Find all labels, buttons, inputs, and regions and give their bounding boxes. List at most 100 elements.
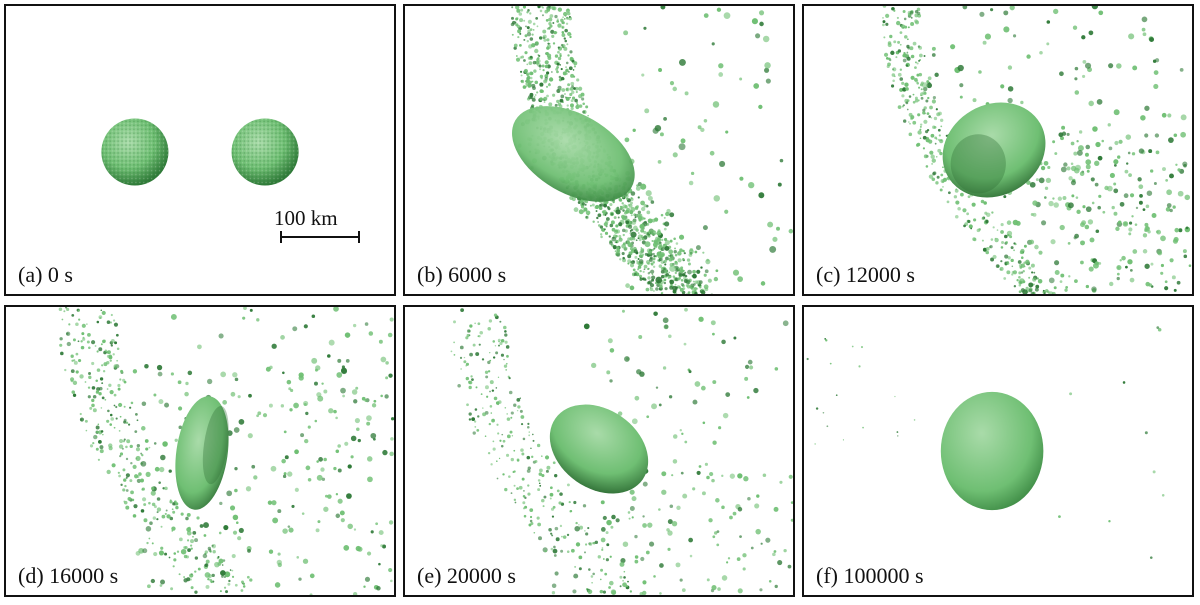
debris-particle: [282, 474, 287, 479]
debris-particle: [524, 505, 528, 509]
debris-particle: [502, 473, 505, 476]
debris-particle: [333, 409, 337, 414]
debris-particle: [673, 237, 676, 241]
debris-particle: [570, 509, 573, 513]
debris-particle: [777, 182, 782, 187]
debris-particle: [61, 318, 64, 321]
debris-particle: [605, 531, 609, 535]
debris-particle: [518, 485, 523, 490]
debris-particle: [71, 314, 75, 317]
debris-particle: [135, 447, 141, 452]
debris-particle: [1144, 105, 1150, 111]
debris-particle: [1121, 255, 1126, 261]
debris-particle: [575, 542, 581, 547]
debris-particle: [562, 16, 564, 18]
debris-particle: [89, 444, 94, 448]
debris-particle: [546, 8, 551, 12]
debris-particle: [893, 40, 897, 44]
debris-particle: [558, 501, 562, 505]
debris-particle: [939, 139, 942, 142]
debris-particle: [82, 337, 86, 341]
debris-particle: [991, 211, 994, 214]
debris-particle: [569, 56, 574, 61]
debris-particle: [790, 501, 793, 504]
debris-particle: [99, 449, 104, 454]
debris-particle: [352, 323, 357, 328]
debris-particle: [1142, 233, 1148, 238]
debris-particle: [585, 210, 591, 215]
debris-particle: [1098, 261, 1102, 265]
debris-particle: [477, 322, 481, 326]
debris-particle: [648, 280, 653, 285]
merged-body: [175, 396, 229, 510]
debris-particle: [119, 452, 124, 456]
debris-particle: [511, 33, 514, 36]
debris-particle: [1173, 133, 1178, 138]
debris-particle: [253, 475, 258, 480]
debris-particle: [641, 277, 645, 281]
debris-particle: [667, 519, 673, 525]
debris-particle: [527, 9, 530, 12]
debris-particle: [1144, 226, 1150, 232]
debris-particle: [749, 365, 754, 370]
debris-particle: [366, 551, 372, 556]
debris-particle: [651, 218, 656, 223]
debris-particle: [126, 439, 131, 444]
debris-particle: [541, 6, 544, 9]
debris-particle: [156, 518, 159, 521]
debris-particle: [737, 588, 743, 594]
debris-particle: [627, 224, 633, 229]
debris-particle: [529, 519, 533, 523]
debris-particle: [660, 6, 666, 10]
debris-particle: [178, 425, 183, 430]
debris-particle: [935, 156, 938, 158]
debris-particle: [91, 386, 96, 390]
debris-particle: [194, 590, 198, 594]
debris-particle: [238, 419, 245, 425]
debris-particle: [511, 435, 514, 437]
debris-particle: [527, 29, 531, 33]
debris-particle: [177, 380, 182, 385]
debris-particle: [995, 264, 1000, 268]
debris-particle: [1066, 166, 1071, 171]
debris-particle: [683, 279, 688, 283]
debris-particle: [115, 417, 118, 420]
debris-particle: [568, 71, 570, 73]
debris-particle: [368, 331, 374, 336]
debris-particle: [1175, 163, 1178, 166]
debris-particle: [1087, 219, 1094, 225]
debris-particle: [563, 11, 568, 17]
debris-particle: [140, 478, 144, 483]
debris-particle: [1059, 224, 1065, 231]
debris-particle: [1017, 260, 1022, 264]
debris-particle: [678, 234, 685, 240]
debris-particle: [571, 59, 575, 63]
debris-particle: [564, 28, 568, 33]
debris-particle: [699, 286, 702, 289]
debris-particle: [1070, 162, 1074, 166]
debris-particle: [1114, 140, 1119, 146]
debris-particle: [268, 549, 274, 554]
debris-particle: [673, 250, 677, 254]
debris-particle: [919, 128, 922, 131]
debris-particle: [748, 181, 755, 189]
debris-particle: [99, 317, 102, 320]
panel-e-image: [450, 307, 793, 595]
debris-particle: [1125, 134, 1132, 140]
debris-particle: [788, 228, 793, 234]
debris-particle: [1165, 178, 1169, 182]
debris-particle: [340, 367, 347, 374]
debris-particle: [527, 484, 530, 487]
debris-particle: [344, 441, 349, 446]
debris-particle: [1042, 289, 1045, 292]
debris-particle: [100, 407, 103, 409]
debris-particle: [619, 575, 623, 579]
debris-particle: [657, 160, 662, 164]
debris-particle: [468, 412, 472, 416]
debris-particle: [225, 590, 229, 594]
debris-particle: [471, 378, 474, 381]
debris-particle: [248, 393, 252, 398]
debris-particle: [1142, 208, 1146, 212]
debris-particle: [117, 387, 121, 391]
debris-particle: [916, 142, 921, 147]
